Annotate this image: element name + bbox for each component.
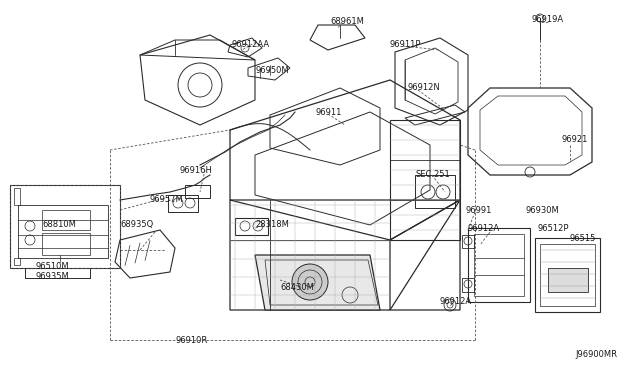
Text: 96912N: 96912N — [408, 83, 441, 92]
Text: 68935Q: 68935Q — [120, 220, 153, 229]
Text: 68810M: 68810M — [42, 220, 76, 229]
Text: J96900MR: J96900MR — [575, 350, 617, 359]
Text: 96912A: 96912A — [468, 224, 500, 233]
Text: 96919A: 96919A — [532, 15, 564, 24]
Text: 96911: 96911 — [316, 108, 342, 117]
Text: 96916H: 96916H — [180, 166, 213, 175]
Text: 68961M: 68961M — [330, 17, 364, 26]
Text: 96911P: 96911P — [390, 40, 422, 49]
Polygon shape — [255, 255, 380, 310]
Text: 96957M: 96957M — [150, 195, 184, 204]
Text: 96935M: 96935M — [35, 272, 68, 281]
Text: 96930M: 96930M — [525, 206, 559, 215]
Circle shape — [292, 264, 328, 300]
Text: 96912AA: 96912AA — [232, 40, 270, 49]
Text: 28318M: 28318M — [255, 220, 289, 229]
Polygon shape — [548, 268, 588, 292]
Text: SEC.251: SEC.251 — [416, 170, 451, 179]
Text: 68430M: 68430M — [280, 283, 314, 292]
Text: 96515: 96515 — [569, 234, 595, 243]
Text: 96912A: 96912A — [440, 297, 472, 306]
Text: 96950M: 96950M — [255, 66, 289, 75]
Text: 96910R: 96910R — [175, 336, 207, 345]
Text: 96991: 96991 — [465, 206, 492, 215]
Text: 96512P: 96512P — [537, 224, 568, 233]
Text: 96921: 96921 — [562, 135, 588, 144]
Text: 96510M: 96510M — [35, 262, 68, 271]
